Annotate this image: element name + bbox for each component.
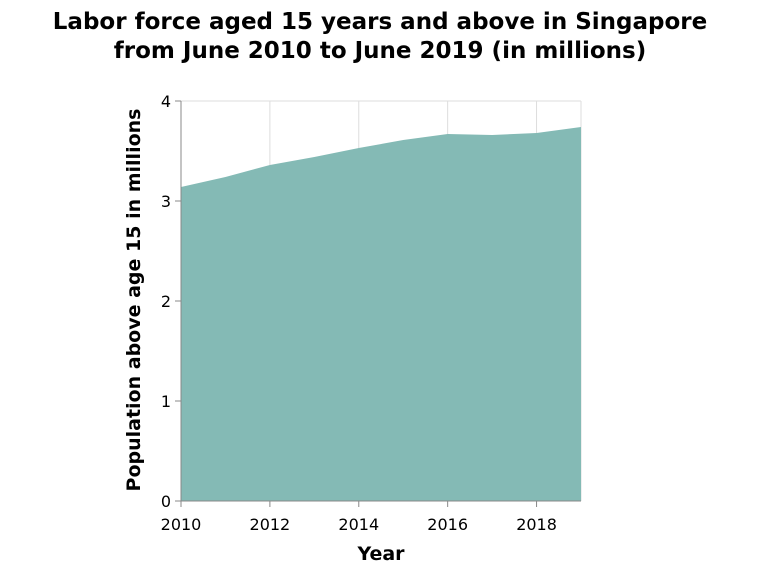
x-tick-label: 2016 — [427, 515, 468, 534]
x-tick-label: 2012 — [250, 515, 291, 534]
x-tick-label: 2014 — [338, 515, 379, 534]
tick-labels: 0 1 2 3 4 2010 2012 2014 2016 2018 — [161, 92, 557, 534]
area-series-layer — [181, 127, 581, 501]
y-tick-label: 3 — [161, 192, 171, 211]
y-tick-label: 0 — [161, 492, 171, 511]
x-tick-label: 2010 — [161, 515, 202, 534]
y-tick-label: 1 — [161, 392, 171, 411]
chart-title-line-2: from June 2010 to June 2019 (in millions… — [113, 38, 647, 64]
y-tick-label: 4 — [161, 92, 171, 111]
axes — [175, 100, 581, 507]
area-series — [181, 127, 581, 501]
x-axis-title: Year — [356, 543, 405, 565]
x-tick-label: 2018 — [516, 515, 557, 534]
chart-title-line-1: Labor force aged 15 years and above in S… — [52, 9, 708, 35]
y-tick-label: 2 — [161, 292, 171, 311]
y-axis-title: Population above age 15 in millions — [123, 109, 145, 492]
